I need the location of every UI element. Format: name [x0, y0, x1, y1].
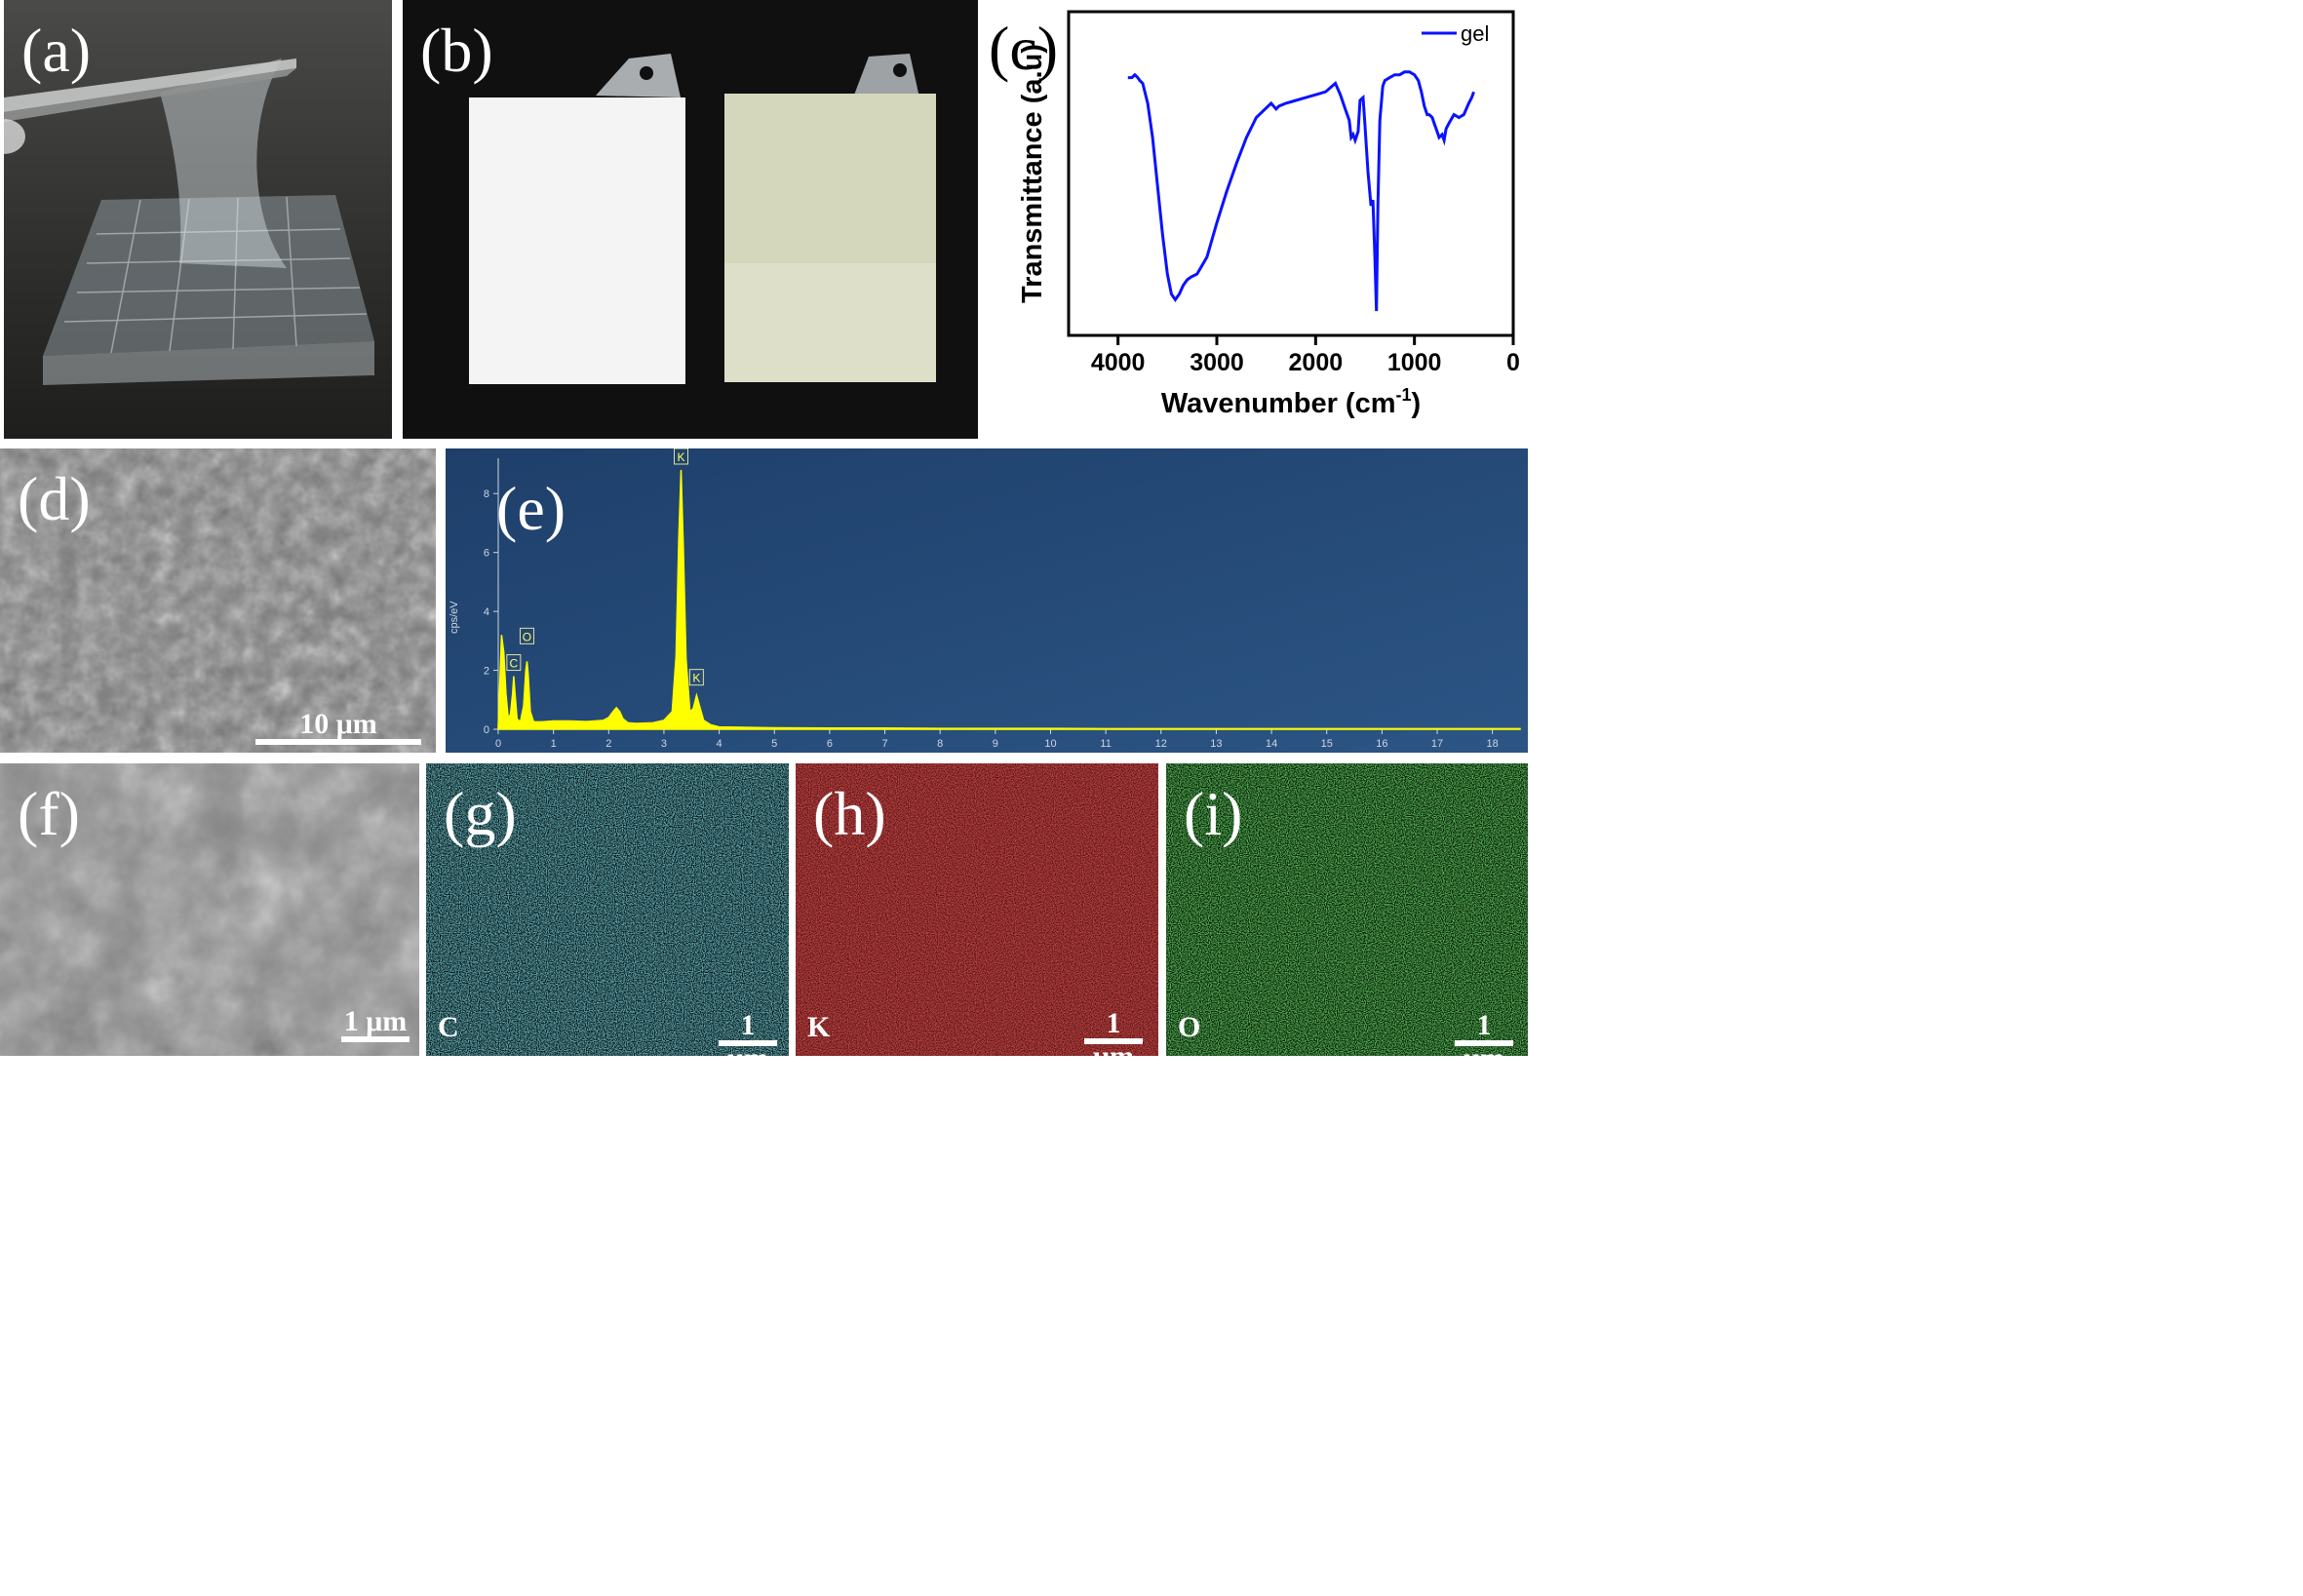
eds-peak-label: O [523, 630, 531, 643]
element-label-k: K [807, 1011, 831, 1043]
panel-label-h: (h) [813, 779, 886, 848]
panel-label-i: (i) [1184, 779, 1243, 848]
panel-f-sem: (f) 1 μm [0, 763, 419, 1056]
scale-bar-i [1455, 1040, 1513, 1046]
scale-label-d: 10 μm [299, 708, 377, 740]
eds-peak-label: K [692, 672, 700, 685]
eds-x-tick-label: 7 [881, 738, 887, 750]
element-label-c: C [438, 1011, 459, 1043]
panel-a-photo: (a) [4, 0, 392, 439]
ftir-x-tick-label: 3000 [1190, 349, 1244, 376]
eds-x-tick-label: 8 [937, 738, 943, 750]
scale-bar-g [719, 1040, 777, 1046]
eds-y-tick-label: 0 [484, 724, 489, 736]
panel-label-a: (a) [21, 16, 92, 85]
ftir-x-tick-label: 1000 [1387, 349, 1442, 376]
eds-x-tick-label: 6 [827, 738, 833, 750]
eds-x-tick-label: 11 [1100, 738, 1111, 750]
panel-d-sem: (d) 10 μm [0, 448, 436, 753]
eds-x-tick-label: 12 [1155, 738, 1167, 750]
gel-photo-image [4, 0, 392, 439]
eds-peak-marker [674, 448, 689, 465]
ftir-legend-label: gel [1461, 21, 1489, 46]
eds-x-tick-label: 14 [1266, 738, 1277, 750]
panel-g-map: (g) C 1 μm [426, 763, 789, 1056]
scale-label-h: 1 μm [1093, 1007, 1134, 1056]
ftir-plot-frame [1067, 10, 1515, 337]
sem-image-d [0, 448, 436, 753]
element-map-c [426, 763, 789, 1056]
eds-x-tick-label: 18 [1487, 738, 1499, 750]
eds-x-tick-label: 17 [1431, 738, 1443, 750]
element-map-o [1166, 763, 1528, 1056]
ftir-chart: 4000 3000 2000 1000 0 gel Transmittance (a.u… [1017, 10, 1520, 419]
ftir-series-line-gel [1127, 70, 1475, 312]
eds-y-tick-label: 4 [484, 606, 489, 618]
eds-x-tick-label: 3 [661, 738, 667, 750]
ftir-x-tick-label: 0 [1506, 349, 1520, 376]
ftir-y-axis-title: Transmittance (a.u) [1017, 44, 1048, 303]
ftir-x-tick-label: 4000 [1091, 349, 1146, 376]
panel-c-chart: (c) [985, 0, 1328, 429]
eds-y-tick-label: 2 [484, 666, 489, 678]
panel-label-g: (g) [444, 779, 517, 848]
panel-label-b: (b) [420, 16, 493, 85]
eds-peak-label: K [677, 450, 684, 464]
scale-label-f: 1 μm [343, 1005, 408, 1037]
ftir-x-axis-title: Wavenumber (cm-1) [1161, 385, 1421, 419]
panel-label-d: (d) [18, 464, 91, 533]
eds-x-tick-label: 10 [1044, 738, 1056, 750]
ftir-x-tick-label: 2000 [1289, 349, 1344, 376]
eds-peak-marker [506, 654, 522, 672]
eds-x-tick-label: 4 [717, 738, 722, 750]
element-map-k [796, 763, 1158, 1056]
eds-y-tick-label: 6 [484, 548, 489, 560]
panel-label-c: (c) [989, 14, 1059, 83]
element-label-o: O [1178, 1011, 1201, 1043]
eds-x-tick-label: 16 [1376, 738, 1387, 750]
eds-x-tick-label: 9 [993, 738, 998, 750]
eds-y-tick-label: 8 [484, 488, 489, 500]
plates-photo-image [403, 0, 978, 439]
panel-label-f: (f) [18, 779, 80, 848]
sem-image-f [0, 763, 419, 1056]
panel-h-map: (h) K 1 μm [796, 763, 1158, 1056]
eds-peak-label: C [510, 657, 519, 671]
eds-y-axis-title: cps/eV [449, 601, 460, 634]
panel-i-map: (i) O 1 μm [1166, 763, 1528, 1056]
scale-label-g: 1 μm [727, 1009, 768, 1056]
eds-peak-marker [688, 669, 704, 686]
scale-bar-h [1084, 1038, 1143, 1044]
panel-label-e: (e) [496, 474, 566, 543]
eds-spectrum-line [497, 469, 1521, 730]
eds-x-tick-label: 5 [771, 738, 777, 750]
scale-label-i: 1 μm [1464, 1009, 1504, 1056]
scale-bar-f [341, 1036, 410, 1042]
eds-x-tick-label: 15 [1321, 738, 1333, 750]
eds-peak-marker [519, 627, 534, 644]
scale-bar-d [255, 739, 421, 745]
eds-x-tick-label: 0 [495, 738, 501, 750]
eds-x-tick-label: 2 [605, 738, 611, 750]
panel-b-photo: (b) [403, 0, 978, 439]
eds-x-tick-label: 1 [551, 738, 557, 750]
eds-x-tick-label: 13 [1210, 738, 1222, 750]
